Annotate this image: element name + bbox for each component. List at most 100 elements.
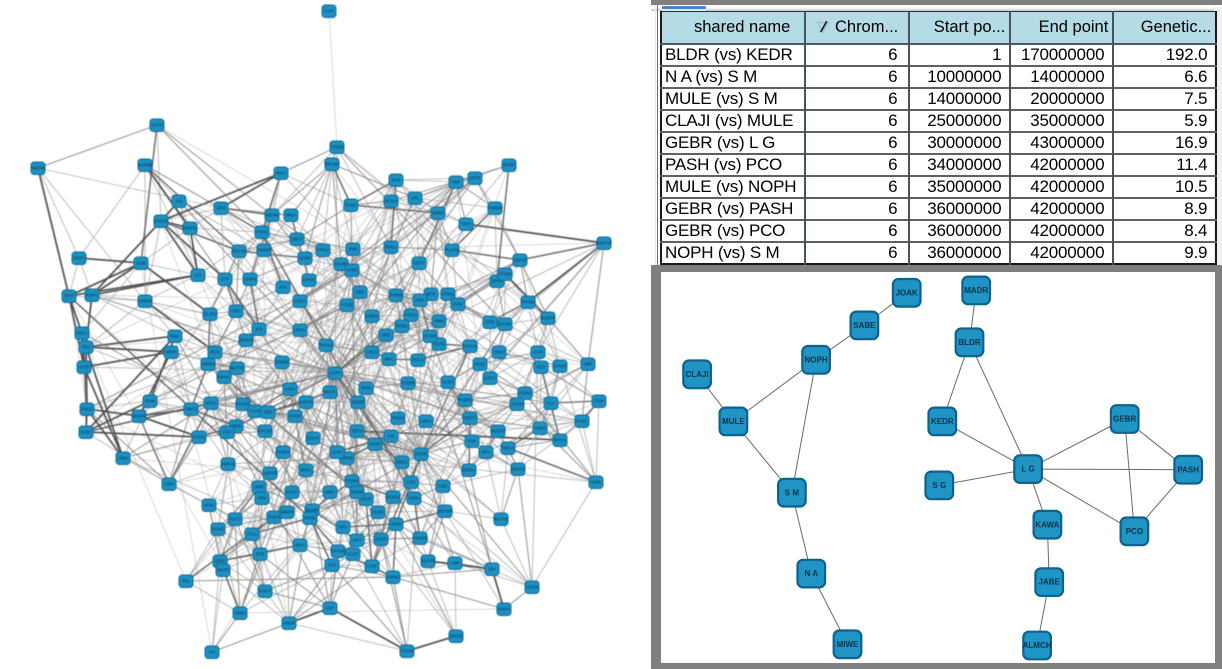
svg-text:FAULU: FAULU [463, 344, 477, 349]
svg-text:FWP: FWP [164, 482, 174, 487]
svg-text:GEBR: GEBR [1113, 415, 1136, 424]
svg-text:GEFF: GEFF [413, 261, 425, 266]
svg-text:MHICN: MHICN [239, 338, 253, 343]
svg-text:WBSR: WBSR [281, 510, 294, 515]
svg-text:TETH: TETH [352, 429, 363, 434]
svg-text:STLL: STLL [247, 532, 258, 537]
svg-text:ICGF: ICGF [348, 552, 358, 557]
svg-text:GNWR: GNWR [257, 248, 270, 253]
svg-text:CUKWB: CUKWB [412, 536, 428, 541]
svg-text:EPH: EPH [482, 450, 491, 455]
svg-text:IHS: IHS [388, 434, 395, 439]
svg-text:AARE: AARE [346, 268, 358, 273]
svg-text:MSJW: MSJW [266, 213, 278, 218]
svg-text:WDOKI: WDOKI [511, 467, 525, 472]
svg-text:PFRI: PFRI [361, 386, 371, 391]
svg-text:TPU: TPU [328, 563, 336, 568]
svg-text:KNWK: KNWK [366, 314, 379, 319]
svg-text:EAP: EAP [333, 450, 342, 455]
svg-text:WACEP: WACEP [257, 429, 272, 434]
svg-text:URR: URR [254, 485, 263, 490]
svg-text:RAM: RAM [145, 399, 155, 404]
svg-text:CLAJI: CLAJI [686, 370, 709, 379]
svg-text:RWWSJ: RWWSJ [182, 226, 198, 231]
svg-text:EOAH: EOAH [307, 436, 319, 441]
svg-text:SRD: SRD [382, 333, 391, 338]
svg-text:FWU: FWU [231, 309, 241, 314]
svg-text:TTWW: TTWW [345, 479, 358, 484]
svg-text:OBKC: OBKC [396, 460, 408, 465]
svg-text:SNTL: SNTL [206, 401, 217, 406]
svg-text:RUIJ: RUIJ [210, 350, 219, 355]
svg-text:DBAT: DBAT [292, 237, 303, 242]
svg-text:WRSK: WRSK [341, 456, 354, 461]
svg-text:BLDR: BLDR [958, 338, 980, 347]
svg-text:HWN: HWN [409, 496, 419, 501]
svg-text:USNI: USNI [285, 387, 295, 392]
svg-text:HUGO: HUGO [212, 527, 225, 532]
svg-text:JLNIE: JLNIE [299, 256, 311, 261]
svg-text:PLBH: PLBH [346, 203, 357, 208]
svg-text:PFHNU: PFHNU [521, 300, 535, 305]
svg-text:BGOD: BGOD [351, 490, 363, 495]
svg-text:JDWO: JDWO [352, 400, 365, 405]
svg-text:DIU: DIU [488, 567, 495, 572]
svg-text:NWTI: NWTI [186, 407, 197, 412]
svg-text:FLSSP: FLSSP [236, 402, 249, 407]
svg-text:HMO: HMO [325, 490, 336, 495]
svg-text:GDFT: GDFT [73, 256, 85, 261]
svg-text:RWA: RWA [170, 334, 180, 339]
svg-text:CCIHL: CCIHL [193, 435, 206, 440]
svg-text:MGEEP: MGEEP [490, 429, 505, 434]
svg-text:SCTH: SCTH [151, 123, 162, 128]
svg-text:USFC: USFC [484, 376, 495, 381]
svg-text:CLR: CLR [325, 9, 333, 14]
svg-text:PCO: PCO [1126, 527, 1143, 536]
svg-text:AFIT: AFIT [352, 538, 362, 543]
svg-text:UTWAJ: UTWAJ [441, 292, 455, 297]
svg-text:JOAK: JOAK [896, 288, 918, 297]
svg-text:IES: IES [256, 327, 263, 332]
svg-text:KNLR: KNLR [283, 621, 294, 626]
svg-text:JWLA: JWLA [285, 213, 296, 218]
svg-text:FDJ: FDJ [223, 430, 231, 435]
svg-text:LBRNH: LBRNH [201, 362, 215, 367]
svg-text:FNP: FNP [468, 439, 477, 444]
svg-text:PUKL: PUKL [577, 419, 589, 424]
svg-text:GOU: GOU [453, 302, 463, 307]
svg-text:MWH: MWH [235, 611, 245, 616]
svg-text:PDI: PDI [183, 579, 190, 584]
svg-text:OMTP: OMTP [217, 568, 229, 573]
svg-text:UKPT: UKPT [329, 371, 341, 376]
svg-text:SWLO: SWLO [502, 446, 515, 451]
svg-text:TFUR: TFUR [341, 303, 352, 308]
svg-text:SBP: SBP [584, 362, 593, 367]
svg-text:FSIH: FSIH [594, 399, 604, 404]
svg-text:PMJK: PMJK [304, 516, 315, 521]
svg-text:MLR: MLR [392, 178, 401, 183]
svg-text:KNFA: KNFA [87, 293, 98, 298]
svg-text:NKAMD: NKAMD [137, 163, 152, 168]
svg-text:IUPGK: IUPGK [299, 400, 312, 405]
svg-text:POBBW: POBBW [487, 206, 503, 211]
svg-text:GRL: GRL [411, 196, 420, 201]
svg-text:MLMM: MLMM [306, 508, 319, 513]
svg-text:FKOU: FKOU [405, 313, 417, 318]
svg-text:DFBGI: DFBGI [463, 468, 476, 473]
svg-text:CWMJ: CWMJ [387, 575, 400, 580]
svg-text:AATR: AATR [79, 365, 90, 370]
svg-text:KCSM: KCSM [424, 334, 437, 339]
svg-text:MHA: MHA [295, 543, 305, 548]
svg-text:FHCRW: FHCRW [333, 262, 349, 267]
svg-text:HTEBR: HTEBR [401, 381, 415, 386]
svg-text:RIM: RIM [349, 247, 357, 252]
svg-text:OAWR: OAWR [554, 364, 567, 369]
svg-text:DRC: DRC [415, 298, 424, 303]
svg-text:JPSA: JPSA [295, 328, 306, 333]
svg-text:TUOW: TUOW [401, 649, 414, 654]
svg-text:MLTTD: MLTTD [230, 366, 244, 371]
svg-text:NOPH: NOPH [805, 355, 828, 364]
svg-text:KNLD: KNLD [81, 407, 92, 412]
svg-text:AGRJG: AGRJG [263, 471, 277, 476]
svg-text:FGPG: FGPG [433, 342, 445, 347]
